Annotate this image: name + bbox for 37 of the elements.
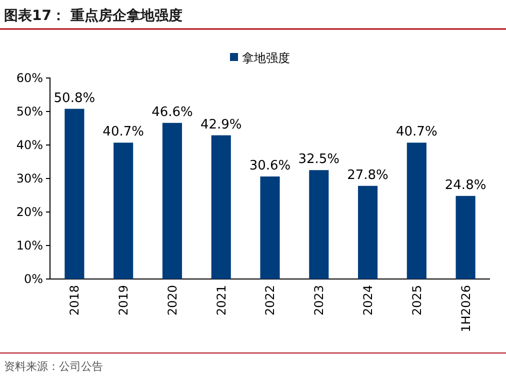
bar (456, 196, 476, 279)
x-tick-label: 2025 (410, 285, 424, 316)
x-tick-label: 2019 (116, 285, 131, 316)
bar (211, 135, 231, 279)
bar (358, 186, 378, 279)
x-tick-label: 2023 (312, 285, 326, 316)
y-tick-label: 50% (16, 104, 43, 118)
x-tick-label: 1H2026 (458, 285, 473, 332)
x-tick-label: 2024 (360, 285, 375, 316)
bar (309, 170, 329, 279)
bar (64, 108, 84, 279)
y-tick-label: 10% (16, 238, 43, 252)
data-label: 40.7% (102, 124, 144, 140)
bar (260, 176, 280, 279)
data-label: 50.8% (54, 90, 96, 106)
data-label: 40.7% (396, 124, 438, 140)
x-tick-label: 2018 (68, 285, 82, 316)
x-tick-label: 2021 (214, 285, 228, 316)
bar (114, 142, 134, 279)
chart-title: 图表17： 重点房企拿地强度 (4, 7, 182, 24)
bar (406, 142, 426, 279)
text: 资料来源：公司公告 (4, 360, 103, 373)
data-label: 32.5% (298, 152, 340, 168)
data-label: 30.6% (249, 158, 291, 174)
data-label: 46.6% (152, 104, 193, 120)
bar (162, 122, 182, 279)
x-tick-label: 2020 (165, 285, 180, 316)
y-tick-label: 0% (24, 272, 43, 286)
data-label: 42.9% (200, 117, 242, 132)
y-tick-label: 60% (16, 70, 43, 85)
data-label: 27.8% (347, 168, 388, 183)
y-tick-label: 30% (16, 171, 43, 186)
y-tick-label: 40% (16, 138, 43, 152)
y-tick-label: 20% (16, 204, 43, 219)
data-label: 24.8% (444, 178, 486, 193)
x-tick-label: 2022 (263, 285, 278, 316)
legend-label: 拿地强度 (242, 51, 290, 65)
